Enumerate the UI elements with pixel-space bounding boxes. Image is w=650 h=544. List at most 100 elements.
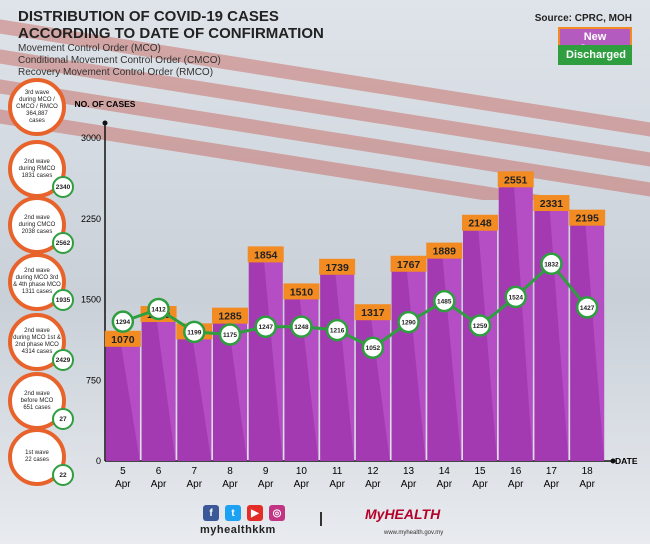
wave-discharged-badge: 2429 — [52, 349, 74, 371]
bar-value-label: 1285 — [218, 311, 242, 323]
bar-shade — [192, 338, 212, 461]
discharged-value-label: 1259 — [473, 323, 488, 330]
y-tick-label: 1500 — [81, 295, 101, 305]
bar-shade — [228, 322, 247, 461]
x-tick-day: 7 — [192, 466, 198, 477]
footer-divider — [320, 512, 322, 526]
bar-label-box — [319, 258, 356, 275]
bar-shade — [514, 186, 533, 461]
x-tick-month: Apr — [151, 479, 167, 490]
wave-text: 2nd wave before MCO 651 cases — [20, 390, 54, 411]
x-tick-day: 15 — [474, 466, 486, 477]
x-tick-day: 14 — [439, 466, 451, 477]
discharged-point — [183, 320, 206, 344]
x-tick-month: Apr — [401, 479, 417, 490]
bar-label-box — [283, 283, 320, 300]
y-tick-label: 0 — [96, 456, 101, 466]
twitter-icon[interactable]: t — [225, 505, 241, 521]
discharged-point — [254, 315, 277, 338]
bar-shade — [156, 321, 176, 461]
bar-shade — [478, 229, 497, 461]
legend-discharged: Discharged — [558, 45, 632, 65]
bar-label-box — [390, 255, 427, 272]
bar-shade — [121, 345, 140, 461]
y-tick-label: 3000 — [81, 133, 101, 143]
x-tick-day: 10 — [296, 466, 308, 477]
discharged-value-label: 1052 — [366, 345, 381, 352]
wave-discharged-badge: 2562 — [52, 232, 74, 254]
bar-label-box — [462, 214, 498, 231]
x-tick-day: 16 — [510, 466, 522, 477]
myhealth-url: www.myhealth.gov.my — [384, 530, 444, 536]
x-tick-month: Apr — [115, 479, 131, 490]
bar-label-box — [569, 209, 606, 226]
bar-value-label: 1854 — [254, 249, 278, 261]
wave-text: 2nd wave during RMCO 1831 cases — [18, 158, 56, 179]
x-tick-month: Apr — [365, 479, 381, 490]
x-tick-day: 11 — [332, 466, 343, 477]
x-tick-day: 6 — [156, 466, 162, 477]
bar-label-box — [533, 195, 570, 212]
discharged-value-label: 1175 — [223, 332, 237, 339]
x-tick-day: 17 — [546, 466, 558, 477]
bar-label-box — [497, 171, 534, 188]
discharged-value-label: 1427 — [580, 305, 595, 312]
bar-value-label: 2148 — [468, 218, 492, 230]
bar-label-box — [426, 242, 463, 259]
x-tick-month: Apr — [258, 479, 274, 490]
bar-label-box — [212, 307, 248, 324]
x-tick-day: 8 — [227, 466, 233, 477]
mco-definitions: Movement Control Order (MCO) Conditional… — [18, 43, 221, 78]
wave-discharged-badge: 1935 — [52, 289, 74, 311]
x-tick-month: Apr — [222, 479, 238, 490]
bar-value-label: 1070 — [111, 334, 135, 346]
x-axis-label: DATE — [615, 456, 638, 466]
bar-value-label: 1739 — [325, 262, 349, 274]
discharged-point — [575, 296, 599, 319]
discharged-point — [147, 297, 170, 321]
social-handle[interactable]: myhealthkkm — [200, 524, 276, 536]
x-tick-day: 5 — [120, 466, 126, 477]
wave-circle: 3rd wave during MCO / CMCO / RMCO 364,88… — [8, 78, 66, 136]
y-axis-label: NO. OF CASES — [75, 99, 136, 109]
chart-title: DISTRIBUTION OF COVID-19 CASES ACCORDING… — [18, 8, 324, 42]
bar-shade — [549, 210, 569, 461]
source-label: Source: CPRC, MOH — [534, 13, 632, 24]
bar-shade — [299, 298, 319, 461]
y-tick-label: 750 — [86, 375, 101, 385]
x-tick-day: 13 — [403, 466, 415, 477]
wave-discharged-badge: 27 — [52, 408, 74, 430]
discharged-point — [361, 336, 385, 359]
discharged-value-label: 1216 — [330, 328, 345, 335]
wave-text: 2nd wave during CMCO 2038 cases — [18, 214, 56, 235]
discharged-point — [397, 310, 420, 334]
discharged-point — [325, 318, 349, 342]
discharged-value-label: 1290 — [401, 320, 416, 327]
bar-shade — [264, 261, 283, 461]
y-tick-label: 2250 — [81, 214, 101, 224]
wave-text: 3rd wave during MCO / CMCO / RMCO 364,88… — [16, 89, 58, 124]
youtube-icon[interactable]: ▶ — [247, 505, 263, 521]
x-tick-day: 18 — [582, 466, 594, 477]
discharged-value-label: 1294 — [116, 319, 131, 326]
bar-value-label: 2551 — [504, 174, 528, 186]
bar-value-label: 2195 — [575, 213, 599, 225]
facebook-icon[interactable]: f — [203, 505, 219, 521]
discharged-point — [433, 289, 456, 313]
x-tick-month: Apr — [437, 479, 453, 490]
discharged-point — [111, 310, 135, 333]
bar-value-label: 1767 — [397, 259, 421, 271]
y-axis-cap — [102, 120, 108, 126]
instagram-icon[interactable]: ◎ — [269, 505, 285, 521]
bar-label-box — [104, 330, 141, 347]
bar-value-label: 2331 — [540, 198, 564, 210]
bar-label-box — [354, 304, 391, 321]
wave-discharged-badge: 2340 — [52, 176, 74, 198]
x-tick-month: Apr — [508, 479, 524, 490]
discharged-point — [468, 314, 492, 337]
wave-text: 2nd wave during MCO 1st & 2nd phase MCO … — [13, 328, 61, 355]
bar-shade — [335, 273, 355, 461]
wave-discharged-badge: 22 — [52, 464, 74, 486]
x-tick-day: 9 — [263, 466, 269, 477]
